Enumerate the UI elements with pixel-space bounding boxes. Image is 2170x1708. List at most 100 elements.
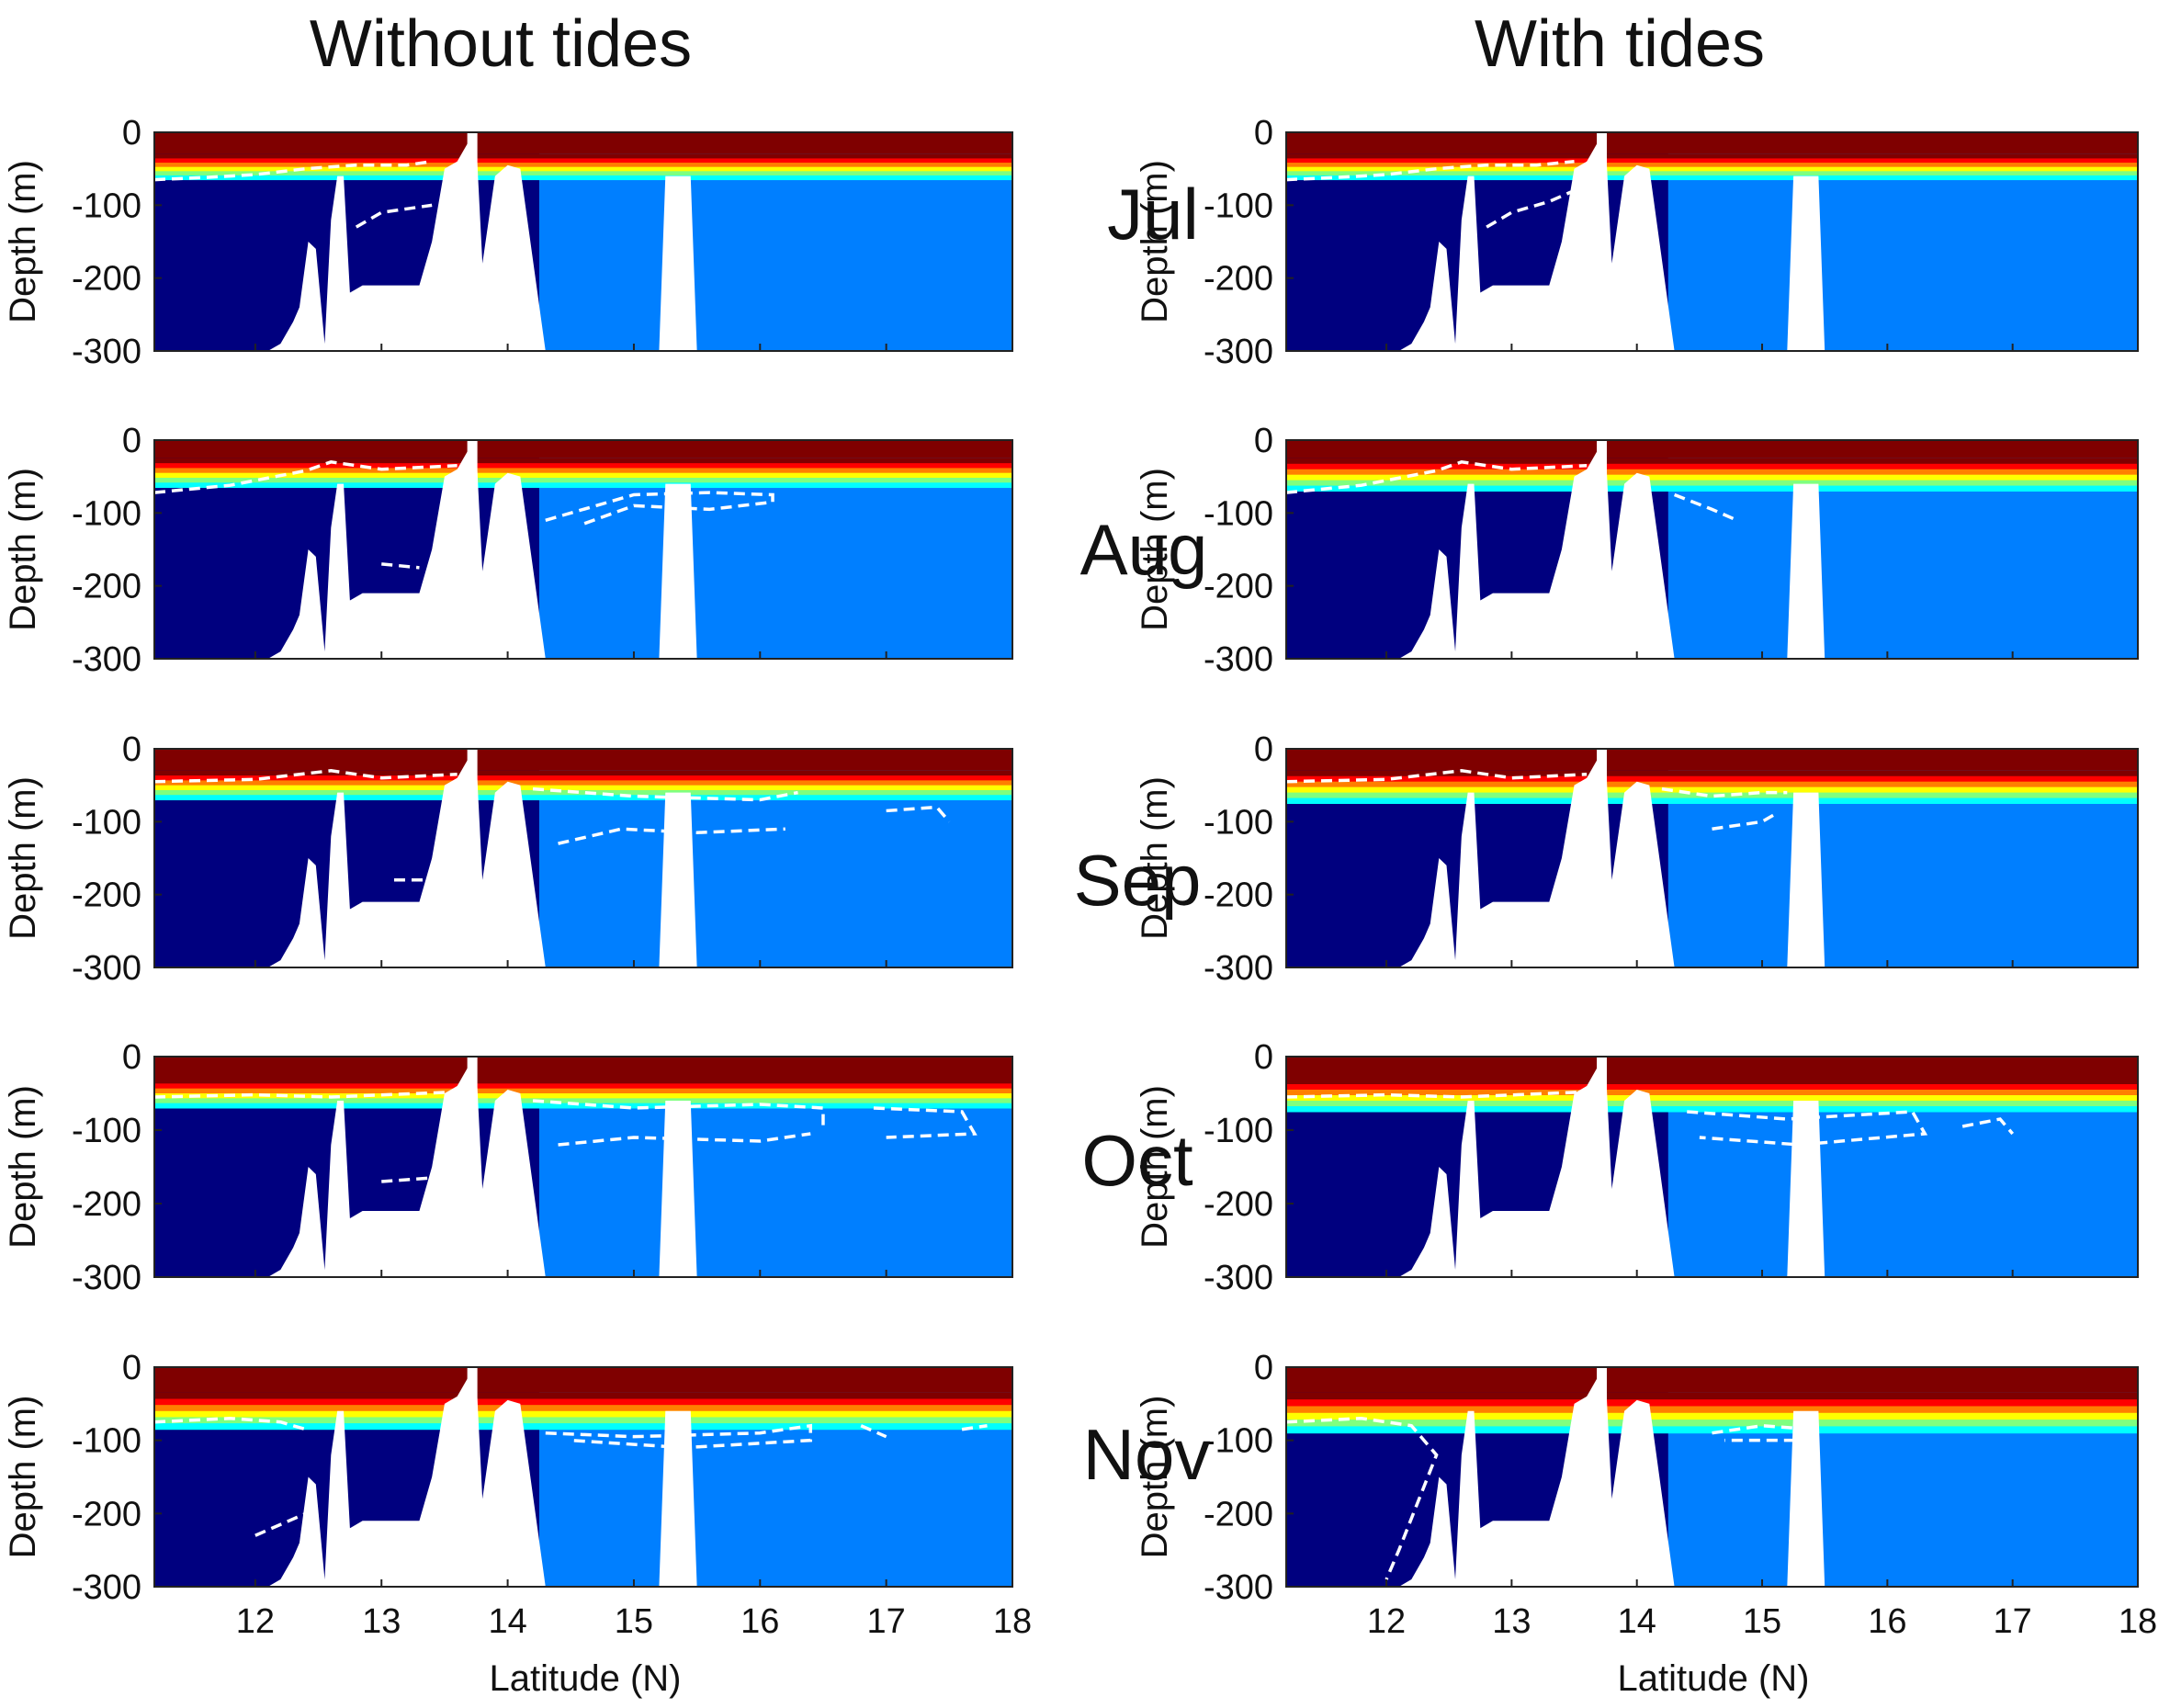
contour-line (873, 1106, 978, 1139)
month-label-sep: Sep (1074, 840, 1202, 921)
thermocline-band (1286, 463, 2138, 470)
thermocline-band (1286, 1090, 2138, 1096)
thermocline-band (1286, 1095, 2138, 1102)
y-tick-label: -300 (1204, 949, 1273, 988)
axes-frame (153, 748, 1013, 968)
mixed-layer-band (154, 1367, 1012, 1393)
y-tick-label: -100 (72, 803, 141, 842)
thermocline-band (154, 458, 1012, 464)
field-panel-with-sep (1286, 749, 2138, 967)
y-tick-label: -100 (72, 187, 141, 225)
axes-frame (1285, 439, 2139, 660)
x-tick-label: 18 (993, 1602, 1032, 1641)
contour-line (1286, 769, 1588, 784)
thermocline-band (1286, 474, 2138, 481)
bathymetry-mask (1286, 139, 2138, 351)
field-panel-with-aug (1286, 440, 2138, 659)
thermocline-band (154, 1423, 1012, 1431)
thermocline-band (154, 1093, 1012, 1099)
y-tick-label: 0 (122, 114, 141, 153)
y-tick-label: -200 (72, 260, 141, 299)
thermocline-band (154, 795, 1012, 801)
contour-line (1286, 159, 1575, 182)
mixed-layer-band (1286, 440, 2138, 458)
y-tick-label: -300 (72, 949, 141, 988)
sill-gap-mask (1597, 440, 1607, 659)
panel-without-nov: 0 -100 -200 -300 Depth (m) 12 13 14 15 16 17 18 (3, 1349, 1032, 1641)
panel-with-jul: 0 -100 -200 -300 Depth (m) (1135, 114, 2139, 371)
axes-frame (153, 1056, 1013, 1278)
contour-line (532, 786, 798, 802)
y-axis-label: Depth (m) (3, 1085, 43, 1249)
thermocline-band (1286, 153, 2138, 159)
x-tick-label: 16 (740, 1602, 779, 1641)
thermocline-band (154, 1417, 1012, 1424)
month-label-jul: Jul (1107, 174, 1199, 255)
y-tick-label: -100 (72, 494, 141, 533)
x-tick-label: 14 (1618, 1602, 1656, 1641)
y-tick-label: 0 (122, 1349, 141, 1387)
panel-with-aug: 0 -100 -200 -300 Depth (m) (1135, 422, 2139, 679)
y-tick-label: -200 (72, 1185, 141, 1224)
y-tick-label: -300 (1204, 333, 1273, 371)
y-tick-label: -200 (72, 568, 141, 606)
y-axis-label: Depth (m) (3, 1396, 43, 1559)
sill-gap-mask (467, 440, 478, 659)
thermocline-band (1286, 458, 2138, 465)
panel-without-sep: 0 -100 -200 -300 Depth (m) (3, 730, 1013, 988)
axes-frame (153, 439, 1013, 660)
sill-gap-mask (1597, 1057, 1607, 1277)
thermocline-band (154, 1398, 1012, 1406)
contour-line (381, 562, 420, 570)
y-tick-label: -200 (72, 877, 141, 915)
sill-gap-mask (467, 1367, 478, 1587)
y-tick-label: 0 (122, 1038, 141, 1077)
thermocline-band (154, 477, 1012, 483)
axes-frame (1285, 1366, 2139, 1588)
contour-line (1286, 1417, 1439, 1580)
y-tick-label: -300 (72, 640, 141, 679)
panel-without-oct: 0 -100 -200 -300 Depth (m) (3, 1038, 1013, 1297)
contour-line (355, 203, 433, 229)
y-tick-label: -300 (72, 333, 141, 371)
thermocline-band (1286, 1079, 2138, 1085)
contour-line (860, 1424, 887, 1439)
contour-line (154, 460, 458, 494)
mixed-layer-band (154, 1057, 1012, 1079)
contour-line (532, 1099, 825, 1130)
field-panel-without-oct (154, 1057, 1012, 1277)
thermocline-band (154, 1405, 1012, 1412)
contour-line (558, 827, 785, 845)
contour-line (381, 1176, 433, 1183)
sill-gap-mask (1597, 1367, 1607, 1587)
thermocline-band (154, 775, 1012, 781)
y-tick-label: 0 (1254, 730, 1273, 769)
field-panel-with-oct (1286, 1057, 2138, 1277)
y-tick-label: -200 (1204, 568, 1273, 606)
thermocline-band (154, 1103, 1012, 1109)
y-axis-label: Depth (m) (1135, 776, 1175, 940)
thermocline-band (154, 785, 1012, 791)
thermocline-band (1286, 797, 2138, 804)
contour-line (1286, 460, 1588, 494)
y-axis-label: Depth (m) (3, 776, 43, 940)
thermocline-band (154, 472, 1012, 479)
bathymetry-mask (1286, 1374, 2138, 1587)
thermocline-band (154, 770, 1012, 776)
bathymetry-mask (154, 139, 1012, 351)
y-tick-label: -300 (1204, 1568, 1273, 1607)
x-tick-label: 12 (236, 1602, 275, 1641)
sill-gap-mask (1597, 132, 1607, 351)
field-panel-without-sep (154, 749, 1012, 967)
thermocline-band (1286, 166, 2138, 172)
thermocline-band (154, 158, 1012, 164)
thermocline-band (1286, 1426, 2138, 1434)
mixed-layer-band (1286, 1057, 2138, 1079)
thermocline-band (1286, 163, 2138, 168)
axes-frame (1285, 131, 2139, 352)
x-tick-label: 12 (1367, 1602, 1406, 1641)
panel-without-aug: 0 -100 -200 -300 Depth (m) (3, 422, 1013, 679)
x-tick-label: 13 (1492, 1602, 1531, 1641)
thermocline-band (154, 1392, 1012, 1400)
column-title-with-tides: With tides (1475, 7, 1765, 81)
